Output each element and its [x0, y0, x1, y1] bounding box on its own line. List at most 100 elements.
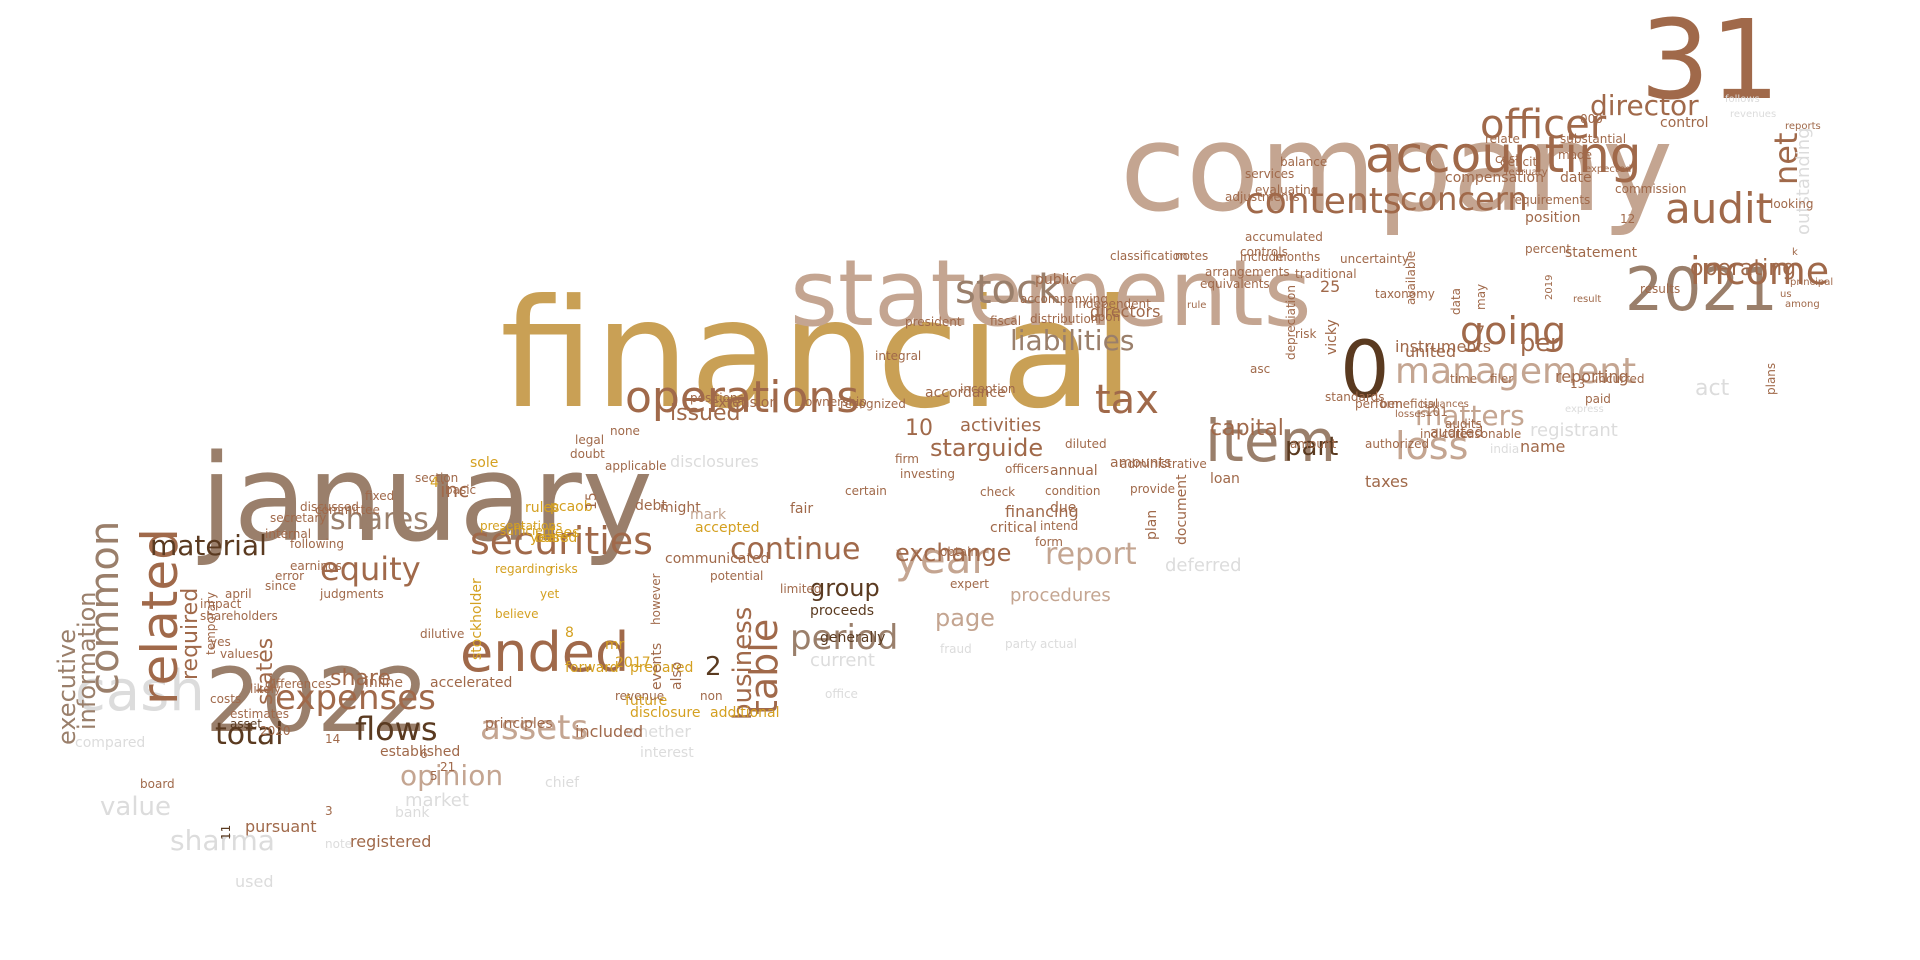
cloud-word-diluted: diluted: [1065, 437, 1107, 451]
cloud-word-officer: officer: [1480, 102, 1607, 148]
cloud-word-sharma: sharma: [170, 824, 275, 857]
cloud-word-include: include: [1240, 250, 1284, 264]
cloud-word-instruments: instruments: [1395, 337, 1492, 356]
cloud-word-k: k: [1792, 247, 1798, 258]
cloud-word-yes: yes: [210, 635, 231, 649]
cloud-word-accordance: accordance: [925, 385, 1006, 401]
cloud-word-continue: continue: [730, 532, 861, 567]
cloud-word-disclosures: disclosures: [670, 452, 759, 471]
cloud-word-available: available: [1404, 250, 1418, 305]
cloud-word-risks: risks: [550, 562, 578, 576]
cloud-word-commission: commission: [1615, 182, 1687, 196]
cloud-word-securities: securities: [470, 519, 653, 563]
cloud-word-based: based: [535, 530, 578, 546]
cloud-word-form: form: [1035, 535, 1063, 549]
cloud-word-prepared: prepared: [630, 660, 694, 676]
cloud-word-deficit: deficit: [1500, 155, 1538, 169]
cloud-word-fiscal: fiscal: [990, 314, 1022, 328]
cloud-word-statements: statements: [790, 240, 1312, 347]
cloud-word-mr: mr: [605, 637, 625, 653]
cloud-word-current: current: [810, 650, 875, 671]
cloud-word-market: market: [405, 790, 469, 811]
cloud-word-made: made: [1558, 148, 1593, 162]
cloud-word-whether: whether: [625, 722, 691, 741]
cloud-word-express: express: [1565, 404, 1604, 415]
cloud-word-101: 101: [1425, 405, 1448, 419]
cloud-word-cost: cost: [1495, 152, 1520, 166]
cloud-word-condition: condition: [1045, 484, 1101, 498]
cloud-word-mark: mark: [690, 507, 727, 523]
cloud-word-differences: differences: [265, 677, 332, 691]
cloud-word-act: act: [1695, 376, 1730, 401]
cloud-word-disclosure: disclosure: [630, 705, 701, 721]
cloud-word-office: office: [825, 687, 858, 701]
cloud-word-however: however: [649, 573, 663, 625]
cloud-word-depreciation: depreciation: [1284, 285, 1298, 360]
cloud-word-expert: expert: [950, 577, 989, 591]
cloud-word-filer: filer: [1490, 372, 1514, 386]
cloud-word-statement: statement: [1565, 245, 1638, 261]
cloud-word-issued: issued: [670, 401, 741, 426]
cloud-word-discussed: discussed: [300, 500, 359, 514]
cloud-word-requirements: requirements: [1510, 193, 1591, 207]
cloud-word-notes: notes: [1175, 249, 1209, 263]
cloud-word-data: data: [1449, 287, 1463, 315]
cloud-word-traditional: traditional: [1295, 267, 1357, 281]
cloud-word-11: 11: [219, 824, 233, 840]
cloud-word-internal: internal: [265, 527, 312, 541]
cloud-word-estimates: estimates: [230, 707, 290, 721]
cloud-word-generally: generally: [820, 630, 886, 646]
cloud-word-services: services: [1245, 167, 1295, 181]
cloud-word-revenues: revenues: [1730, 109, 1777, 120]
cloud-word-authorized: authorized: [1365, 437, 1430, 451]
cloud-word-12: 12: [1620, 212, 1636, 226]
cloud-word-percent: percent: [1525, 242, 1571, 256]
cloud-word-none: none: [610, 424, 640, 438]
cloud-word-plans: plans: [1764, 362, 1778, 395]
cloud-word-registrant: registrant: [1530, 420, 1618, 441]
cloud-word-integral: integral: [875, 349, 922, 363]
cloud-word-activities: activities: [960, 415, 1042, 436]
cloud-word-shares: shares: [330, 502, 429, 537]
cloud-word-pursuant: pursuant: [245, 817, 317, 836]
cloud-word-accumulated: accumulated: [1245, 230, 1323, 244]
cloud-word-plan: plan: [1144, 509, 1160, 540]
cloud-word-legal: legal: [575, 433, 605, 447]
cloud-word-result: result: [1573, 294, 1602, 305]
cloud-word-potential: potential: [710, 569, 764, 583]
cloud-word-positions: positions: [690, 391, 744, 405]
cloud-word-sole: sole: [470, 455, 499, 471]
cloud-word-total: total: [215, 717, 284, 752]
cloud-word-period: period: [790, 618, 899, 658]
cloud-word-15: 15: [584, 492, 600, 510]
cloud-word-flows: flows: [355, 710, 438, 748]
cloud-word-loan: loan: [1210, 471, 1240, 487]
cloud-word-ownership: ownership: [805, 395, 867, 409]
cloud-word-forward: forward: [565, 660, 619, 676]
cloud-word-operations: operations: [625, 372, 860, 423]
cloud-word-000: 000: [1580, 112, 1603, 126]
cloud-word-united: united: [1405, 342, 1456, 361]
cloud-word-business: business: [728, 606, 758, 720]
cloud-word-secretary: secretary: [270, 511, 327, 525]
cloud-word-vicky: vicky: [1324, 319, 1340, 355]
cloud-word-cash: cash: [75, 659, 205, 724]
cloud-word-communicated: communicated: [665, 551, 770, 567]
cloud-word-inc: inc: [440, 478, 470, 502]
cloud-word-certain: certain: [845, 484, 887, 498]
cloud-word-directors: directors: [1090, 302, 1161, 321]
cloud-word-10: 10: [905, 416, 933, 441]
cloud-word-group: group: [810, 574, 880, 602]
cloud-word-taxonomy: taxonomy: [1375, 287, 1435, 301]
cloud-word-classification: classification: [1110, 249, 1188, 263]
cloud-word-2: 2: [705, 652, 722, 682]
cloud-word-starguide: starguide: [930, 434, 1044, 462]
cloud-word-reasonable: reasonable: [1455, 427, 1522, 441]
cloud-word-compensation: compensation: [1445, 170, 1544, 186]
cloud-word-controls: controls: [1240, 245, 1288, 259]
cloud-word-public: public: [1035, 272, 1078, 288]
cloud-word-accepted: accepted: [695, 520, 760, 536]
cloud-word-due: due: [1050, 500, 1077, 516]
cloud-word-value: value: [100, 792, 172, 822]
cloud-word-interest: interest: [640, 745, 694, 761]
